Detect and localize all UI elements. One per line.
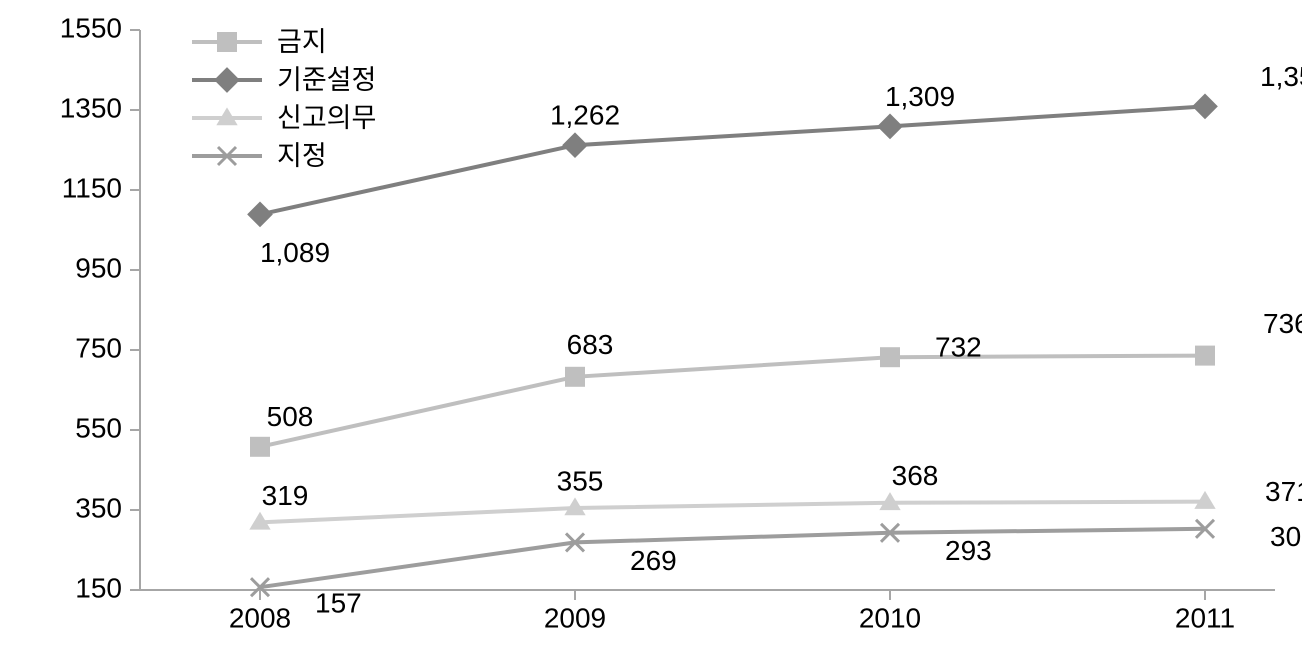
data-label-singo: 368 (892, 460, 939, 491)
data-label-geumji: 736 (1263, 308, 1302, 339)
data-label-geumji: 683 (567, 329, 614, 360)
series-line-geumji (260, 356, 1205, 447)
legend-label-jijung: 지정 (277, 141, 327, 171)
x-tick-label: 2010 (859, 602, 921, 633)
y-tick-label: 1550 (60, 12, 122, 43)
y-tick-label: 950 (75, 252, 122, 283)
series-gijun: 1,089 1,262 1,309 1,359 (247, 61, 1302, 268)
legend-label-singo: 신고의무 (277, 103, 376, 133)
x-tick-label: 2009 (544, 602, 606, 633)
series-line-singo (260, 502, 1205, 523)
x-tick-label: 2011 (1175, 602, 1235, 633)
series-line-gijun (260, 106, 1205, 214)
legend-marker-geumji (217, 32, 237, 52)
data-label-singo: 319 (262, 480, 309, 511)
series-geumji: 508 683 732 736 (250, 308, 1302, 457)
line-chart: 150 350 550 750 950 1150 1350 1550 2008 2009 2010 2… (0, 0, 1302, 651)
data-label-singo: 355 (557, 465, 604, 496)
legend: 금지기준설정신고의무지정 (192, 27, 376, 171)
series-marker-geumji (1195, 346, 1215, 366)
data-label-geumji: 508 (267, 401, 314, 432)
y-tick-label: 350 (75, 492, 122, 523)
legend-label-gijun: 기준설정 (277, 65, 376, 95)
series-marker-geumji (250, 437, 270, 457)
y-tick-label: 1350 (60, 92, 122, 123)
series-singo: 319 355 368 371 (249, 460, 1302, 529)
data-label-gijun: 1,089 (260, 237, 330, 268)
data-label-jijung: 303 (1270, 521, 1302, 552)
series-marker-geumji (565, 367, 585, 387)
data-label-gijun: 1,309 (885, 81, 955, 112)
series-marker-gijun (1192, 94, 1218, 120)
data-label-geumji: 732 (935, 332, 982, 363)
data-label-gijun: 1,262 (550, 100, 620, 131)
series-marker-gijun (247, 202, 273, 228)
series-marker-geumji (880, 347, 900, 367)
y-tick-label: 750 (75, 332, 122, 363)
data-label-jijung: 269 (630, 545, 677, 576)
y-tick-label: 150 (75, 572, 122, 603)
series-jijung: 157 269 293 303 (251, 520, 1302, 619)
chart-svg: 150 350 550 750 950 1150 1350 1550 2008 2009 2010 2… (0, 0, 1302, 651)
series-marker-gijun (562, 132, 588, 158)
legend-label-geumji: 금지 (277, 27, 327, 57)
series-marker-gijun (877, 114, 903, 140)
data-label-jijung: 293 (945, 535, 992, 566)
x-tick-label: 2008 (229, 602, 291, 633)
data-label-jijung: 157 (315, 588, 362, 619)
data-label-singo: 371 (1265, 476, 1302, 507)
series-line-jijung (260, 529, 1205, 587)
y-tick-label: 1150 (62, 172, 122, 203)
data-label-gijun: 1,359 (1260, 61, 1302, 92)
legend-marker-gijun (214, 67, 240, 93)
y-tick-label: 550 (75, 412, 122, 443)
